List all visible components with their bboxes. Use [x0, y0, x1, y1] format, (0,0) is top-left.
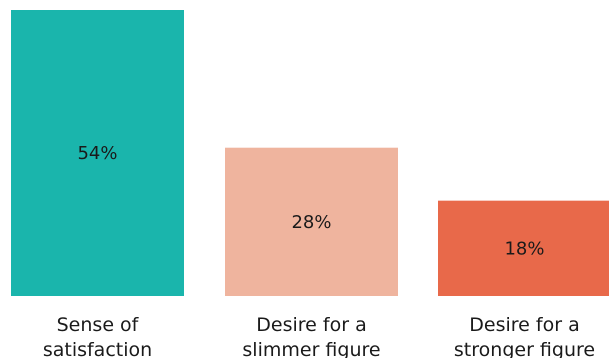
bar-1 — [11, 10, 184, 296]
category-label-3-line-1: Desire for a — [469, 314, 579, 336]
category-label-1-line-2: satisfaction — [43, 339, 152, 358]
value-labels-group: 54% 28% 18% — [77, 143, 544, 259]
category-label-2-line-2: slimmer figure — [242, 339, 380, 358]
category-labels-group: Sense of satisfaction Desire for a slimmer … — [43, 314, 595, 358]
category-label-3-line-2: stronger figure — [454, 339, 595, 358]
bar-2 — [225, 147, 398, 296]
bars-group — [11, 10, 609, 296]
category-label-1-line-1: Sense of — [57, 314, 140, 336]
bar-value-label-2: 28% — [291, 212, 331, 233]
category-label-2-line-1: Desire for a — [256, 314, 366, 336]
bar-value-label-3: 18% — [504, 238, 544, 259]
bar-value-label-1: 54% — [77, 143, 117, 164]
bar-3 — [438, 200, 609, 296]
